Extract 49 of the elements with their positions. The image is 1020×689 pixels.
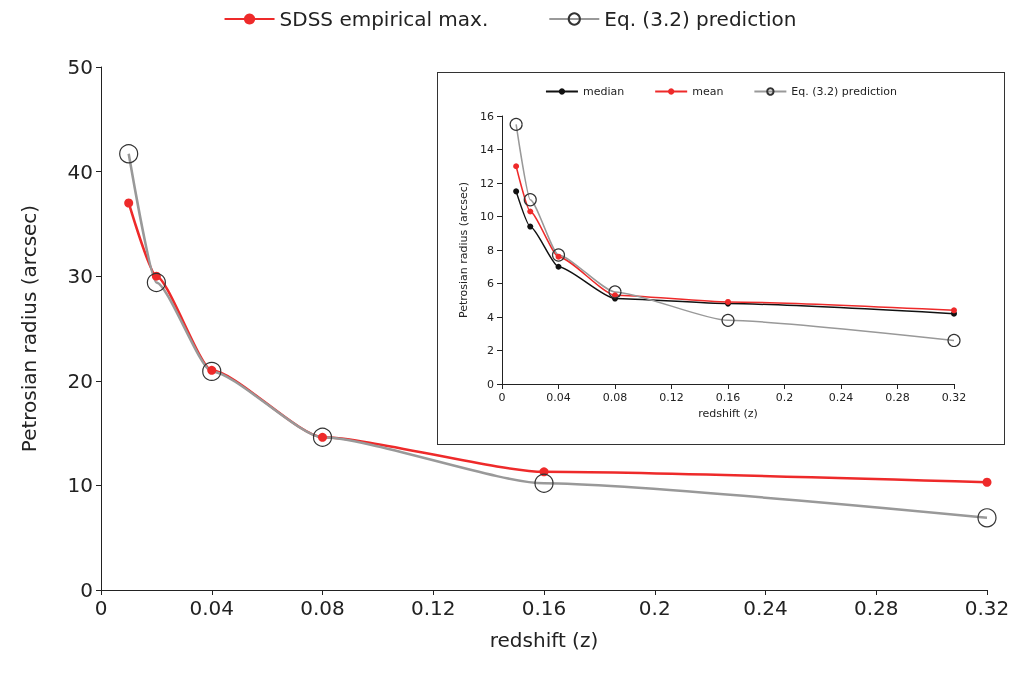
y-tick-label: 2	[487, 344, 494, 357]
y-tick-label: 16	[480, 109, 494, 123]
y-tick-label: 10	[67, 473, 93, 498]
point	[555, 263, 562, 270]
y-tick-label: 6	[487, 277, 494, 290]
x-tick-label: 0.24	[743, 596, 788, 620]
y-tick-label: 40	[67, 159, 93, 184]
y-tick-label: 20	[67, 368, 93, 393]
x-tick-label: 0.28	[853, 596, 899, 620]
legend-label: SDSS empirical max.	[279, 7, 489, 31]
x-tick-label: 0.2	[638, 596, 671, 620]
x-tick-label: 0.32	[964, 596, 1010, 620]
y-tick-label: 8	[487, 243, 494, 257]
point	[513, 188, 520, 195]
y-tick-label: 10	[480, 210, 494, 223]
legend-label: Eq. (3.2) prediction	[791, 85, 898, 98]
x-axis-title: redshift (z)	[698, 406, 758, 420]
y-tick-label: 50	[67, 55, 93, 79]
y-tick-label: 4	[487, 310, 494, 324]
x-tick-label: 0.04	[546, 391, 571, 404]
y-axis-title: Petrosian radius (arcsec)	[17, 204, 41, 453]
x-tick-label: 0.12	[659, 391, 684, 404]
y-tick-label: 0	[487, 377, 494, 391]
x-tick-label: 0	[498, 391, 506, 404]
x-tick-label: 0.04	[189, 596, 235, 620]
x-tick-label: 0.12	[410, 596, 456, 620]
x-tick-label: 0.2	[775, 391, 794, 404]
x-axis-title: redshift (z)	[489, 628, 599, 652]
x-tick-label: 0.16	[521, 596, 567, 620]
point	[124, 198, 134, 208]
y-tick-label: 30	[67, 264, 93, 289]
point	[513, 163, 520, 170]
point	[527, 223, 534, 230]
point	[982, 477, 992, 487]
legend-label: Eq. (3.2) prediction	[604, 7, 797, 31]
y-tick-label: 14	[480, 143, 494, 156]
x-tick-label: 0.24	[828, 391, 854, 404]
x-tick-label: 0.08	[602, 391, 628, 404]
legend-label: mean	[692, 85, 724, 98]
x-tick-label: 0.28	[885, 391, 910, 404]
x-tick-label: 0.08	[300, 596, 345, 620]
y-tick-label: 0	[80, 578, 93, 602]
x-tick-label: 0	[94, 596, 108, 620]
y-axis-title: Petrosian radius (arcsec)	[457, 181, 471, 319]
legend-label: median	[582, 85, 625, 98]
y-tick-label: 12	[480, 176, 494, 190]
point	[527, 208, 534, 215]
x-tick-label: 0.32	[941, 391, 967, 404]
x-tick-label: 0.16	[715, 391, 741, 404]
